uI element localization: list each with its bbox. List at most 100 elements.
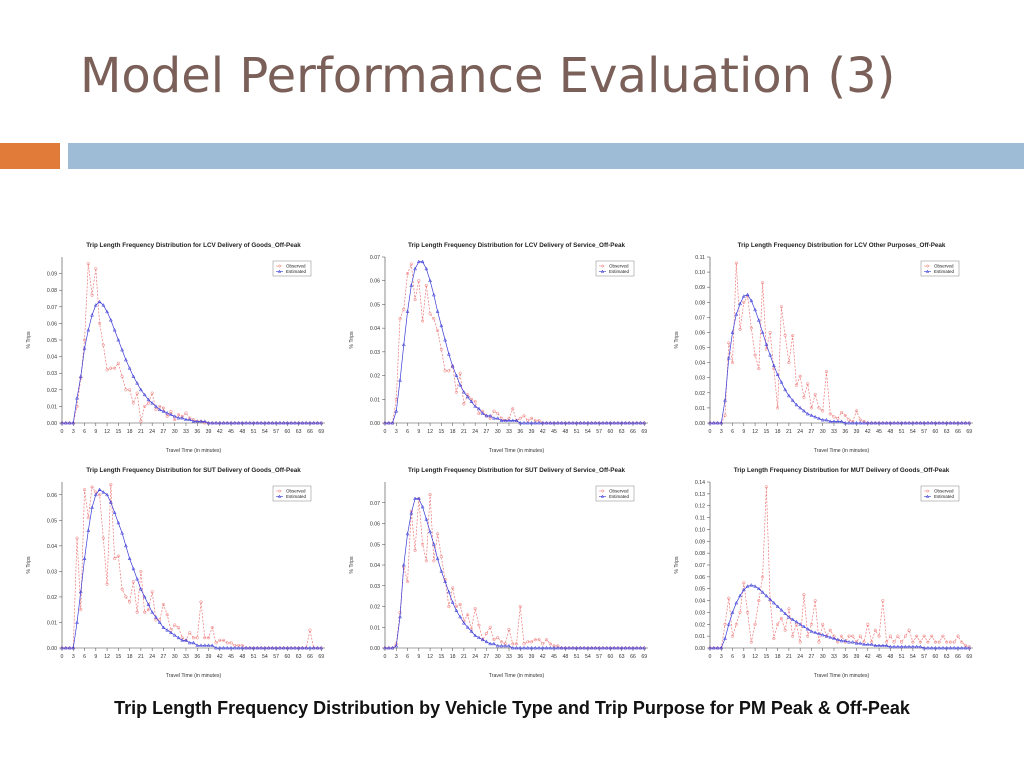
x-tick-label: 42 bbox=[540, 654, 546, 660]
y-tick-label: 0.07 bbox=[370, 255, 380, 261]
y-axis-label: % Trips bbox=[26, 556, 32, 574]
data-point-estimated bbox=[790, 617, 795, 621]
data-point-observed bbox=[791, 333, 795, 338]
data-point-estimated bbox=[813, 630, 818, 634]
data-point-estimated bbox=[619, 420, 624, 425]
x-tick-label: 66 bbox=[955, 654, 961, 660]
data-point-observed bbox=[458, 371, 462, 375]
x-tick-label: 12 bbox=[752, 429, 758, 435]
data-point-estimated bbox=[165, 628, 170, 632]
data-point-estimated bbox=[289, 420, 294, 425]
data-point-estimated bbox=[798, 405, 803, 410]
data-point-observed bbox=[173, 418, 177, 422]
x-tick-label: 69 bbox=[966, 429, 972, 435]
data-point-estimated bbox=[296, 420, 301, 425]
data-point-estimated bbox=[60, 420, 64, 425]
legend-marker bbox=[277, 494, 282, 498]
x-tick-label: 39 bbox=[854, 654, 860, 660]
x-tick-label: 42 bbox=[217, 429, 223, 435]
x-tick-label: 6 bbox=[83, 654, 86, 660]
data-point-estimated bbox=[832, 636, 836, 640]
data-point-estimated bbox=[779, 607, 784, 612]
data-point-estimated bbox=[461, 390, 466, 394]
data-point-estimated bbox=[195, 419, 200, 423]
data-point-observed bbox=[473, 607, 477, 611]
data-point-estimated bbox=[232, 420, 237, 425]
data-point-estimated bbox=[768, 597, 773, 601]
x-tick-label: 12 bbox=[427, 654, 433, 660]
x-tick-label: 36 bbox=[517, 654, 523, 660]
data-point-estimated bbox=[300, 645, 305, 650]
data-point-observed bbox=[101, 536, 105, 540]
data-point-estimated bbox=[708, 420, 712, 425]
data-point-estimated bbox=[925, 645, 930, 650]
data-point-estimated bbox=[308, 420, 312, 425]
y-tick-label: 0.10 bbox=[695, 527, 705, 533]
data-point-estimated bbox=[431, 542, 436, 546]
data-point-estimated bbox=[262, 420, 267, 425]
data-point-observed bbox=[436, 532, 440, 536]
data-point-estimated bbox=[922, 645, 927, 650]
data-point-estimated bbox=[783, 387, 788, 392]
data-point-estimated bbox=[270, 645, 275, 650]
data-point-estimated bbox=[225, 645, 230, 650]
data-point-estimated bbox=[259, 420, 264, 425]
data-point-estimated bbox=[828, 635, 833, 639]
x-tick-label: 12 bbox=[104, 429, 110, 435]
series-points-observed bbox=[383, 492, 646, 650]
x-tick-label: 18 bbox=[775, 429, 781, 435]
chart-title: Trip Length Frequency Distribution for S… bbox=[86, 467, 301, 474]
data-point-estimated bbox=[835, 419, 840, 423]
data-point-estimated bbox=[101, 490, 106, 494]
data-point-observed bbox=[727, 341, 731, 345]
data-point-estimated bbox=[488, 641, 493, 646]
x-tick-label: 21 bbox=[461, 429, 467, 435]
data-point-estimated bbox=[608, 420, 613, 425]
data-point-estimated bbox=[604, 420, 609, 425]
data-point-estimated bbox=[585, 645, 590, 650]
data-point-observed bbox=[398, 317, 402, 321]
data-point-observed bbox=[173, 623, 177, 627]
x-tick-label: 63 bbox=[944, 654, 950, 660]
data-point-observed bbox=[120, 374, 124, 379]
x-tick-label: 12 bbox=[427, 429, 433, 435]
x-tick-label: 21 bbox=[138, 654, 144, 660]
data-point-estimated bbox=[439, 323, 444, 328]
data-point-estimated bbox=[206, 643, 211, 647]
x-tick-label: 12 bbox=[752, 654, 758, 660]
data-point-estimated bbox=[154, 615, 158, 619]
data-point-estimated bbox=[627, 645, 632, 650]
data-point-estimated bbox=[285, 645, 290, 650]
data-point-estimated bbox=[480, 411, 485, 415]
x-tick-label: 15 bbox=[438, 429, 444, 435]
data-point-observed bbox=[798, 640, 802, 644]
data-point-observed bbox=[779, 616, 783, 620]
y-tick-label: 0.07 bbox=[695, 315, 705, 321]
x-tick-label: 39 bbox=[529, 654, 535, 660]
data-point-estimated bbox=[105, 492, 110, 497]
data-point-estimated bbox=[847, 639, 851, 644]
data-point-estimated bbox=[285, 420, 290, 425]
accent-bar-blue bbox=[68, 143, 1024, 169]
data-point-estimated bbox=[187, 417, 192, 422]
data-point-observed bbox=[124, 595, 128, 599]
x-tick-label: 66 bbox=[307, 654, 313, 660]
x-tick-label: 21 bbox=[786, 654, 792, 660]
x-tick-label: 36 bbox=[842, 654, 848, 660]
data-point-estimated bbox=[90, 312, 94, 317]
legend-marker bbox=[926, 264, 929, 268]
data-point-estimated bbox=[873, 420, 878, 425]
data-point-observed bbox=[477, 411, 481, 416]
data-point-estimated bbox=[386, 420, 391, 425]
data-point-estimated bbox=[191, 419, 196, 423]
data-point-estimated bbox=[443, 579, 448, 583]
data-point-estimated bbox=[469, 399, 474, 404]
x-tick-label: 15 bbox=[763, 429, 769, 435]
data-point-observed bbox=[888, 634, 892, 638]
x-tick-label: 45 bbox=[228, 654, 234, 660]
series-points-estimated bbox=[708, 292, 972, 425]
data-point-estimated bbox=[180, 415, 185, 420]
data-point-estimated bbox=[711, 420, 716, 425]
data-point-estimated bbox=[813, 414, 818, 419]
data-point-observed bbox=[945, 640, 949, 644]
